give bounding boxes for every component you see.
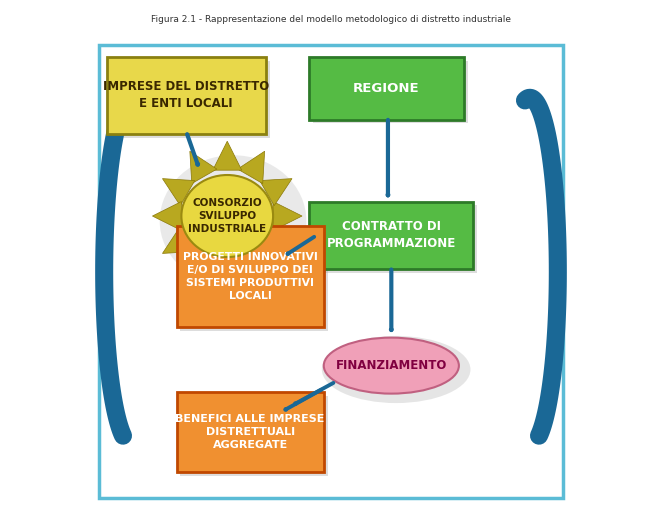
Text: FINANZIAMENTO: FINANZIAMENTO [336,359,447,372]
FancyBboxPatch shape [313,60,467,123]
Text: Figura 2.1 - Rappresentazione del modello metodologico di distretto industriale: Figura 2.1 - Rappresentazione del modell… [151,15,511,24]
FancyBboxPatch shape [111,60,269,138]
FancyBboxPatch shape [181,396,328,475]
FancyBboxPatch shape [177,226,324,327]
Polygon shape [190,248,217,281]
Text: REGIONE: REGIONE [354,82,420,94]
Ellipse shape [322,336,471,403]
FancyBboxPatch shape [99,45,563,498]
FancyBboxPatch shape [181,230,328,331]
Polygon shape [273,202,302,231]
Polygon shape [162,179,195,206]
Text: BENEFICI ALLE IMPRESE
DISTRETTUALI
AGGREGATE: BENEFICI ALLE IMPRESE DISTRETTUALI AGGRE… [175,414,325,450]
Polygon shape [238,151,265,183]
Text: PROGETTI INNOVATIVI
E/O DI SVILUPPO DEI
SISTEMI PRODUTTIVI
LOCALI: PROGETTI INNOVATIVI E/O DI SVILUPPO DEI … [183,251,318,301]
Polygon shape [213,262,242,291]
Polygon shape [260,179,292,206]
FancyBboxPatch shape [313,205,477,273]
Ellipse shape [181,175,273,257]
Polygon shape [152,202,181,231]
FancyBboxPatch shape [309,57,463,119]
Polygon shape [190,151,217,183]
Ellipse shape [324,338,459,394]
FancyBboxPatch shape [309,202,473,269]
Text: CONTRATTO DI
PROGRAMMAZIONE: CONTRATTO DI PROGRAMMAZIONE [327,220,456,250]
Polygon shape [260,227,292,253]
FancyBboxPatch shape [177,392,324,472]
Polygon shape [238,248,265,281]
FancyBboxPatch shape [107,57,266,134]
Ellipse shape [160,155,307,287]
Text: CONSORZIO
SVILUPPO
INDUSTRIALE: CONSORZIO SVILUPPO INDUSTRIALE [188,198,266,234]
Polygon shape [162,227,195,253]
Text: IMPRESE DEL DISTRETTO
E ENTI LOCALI: IMPRESE DEL DISTRETTO E ENTI LOCALI [103,80,269,110]
Polygon shape [213,141,242,170]
